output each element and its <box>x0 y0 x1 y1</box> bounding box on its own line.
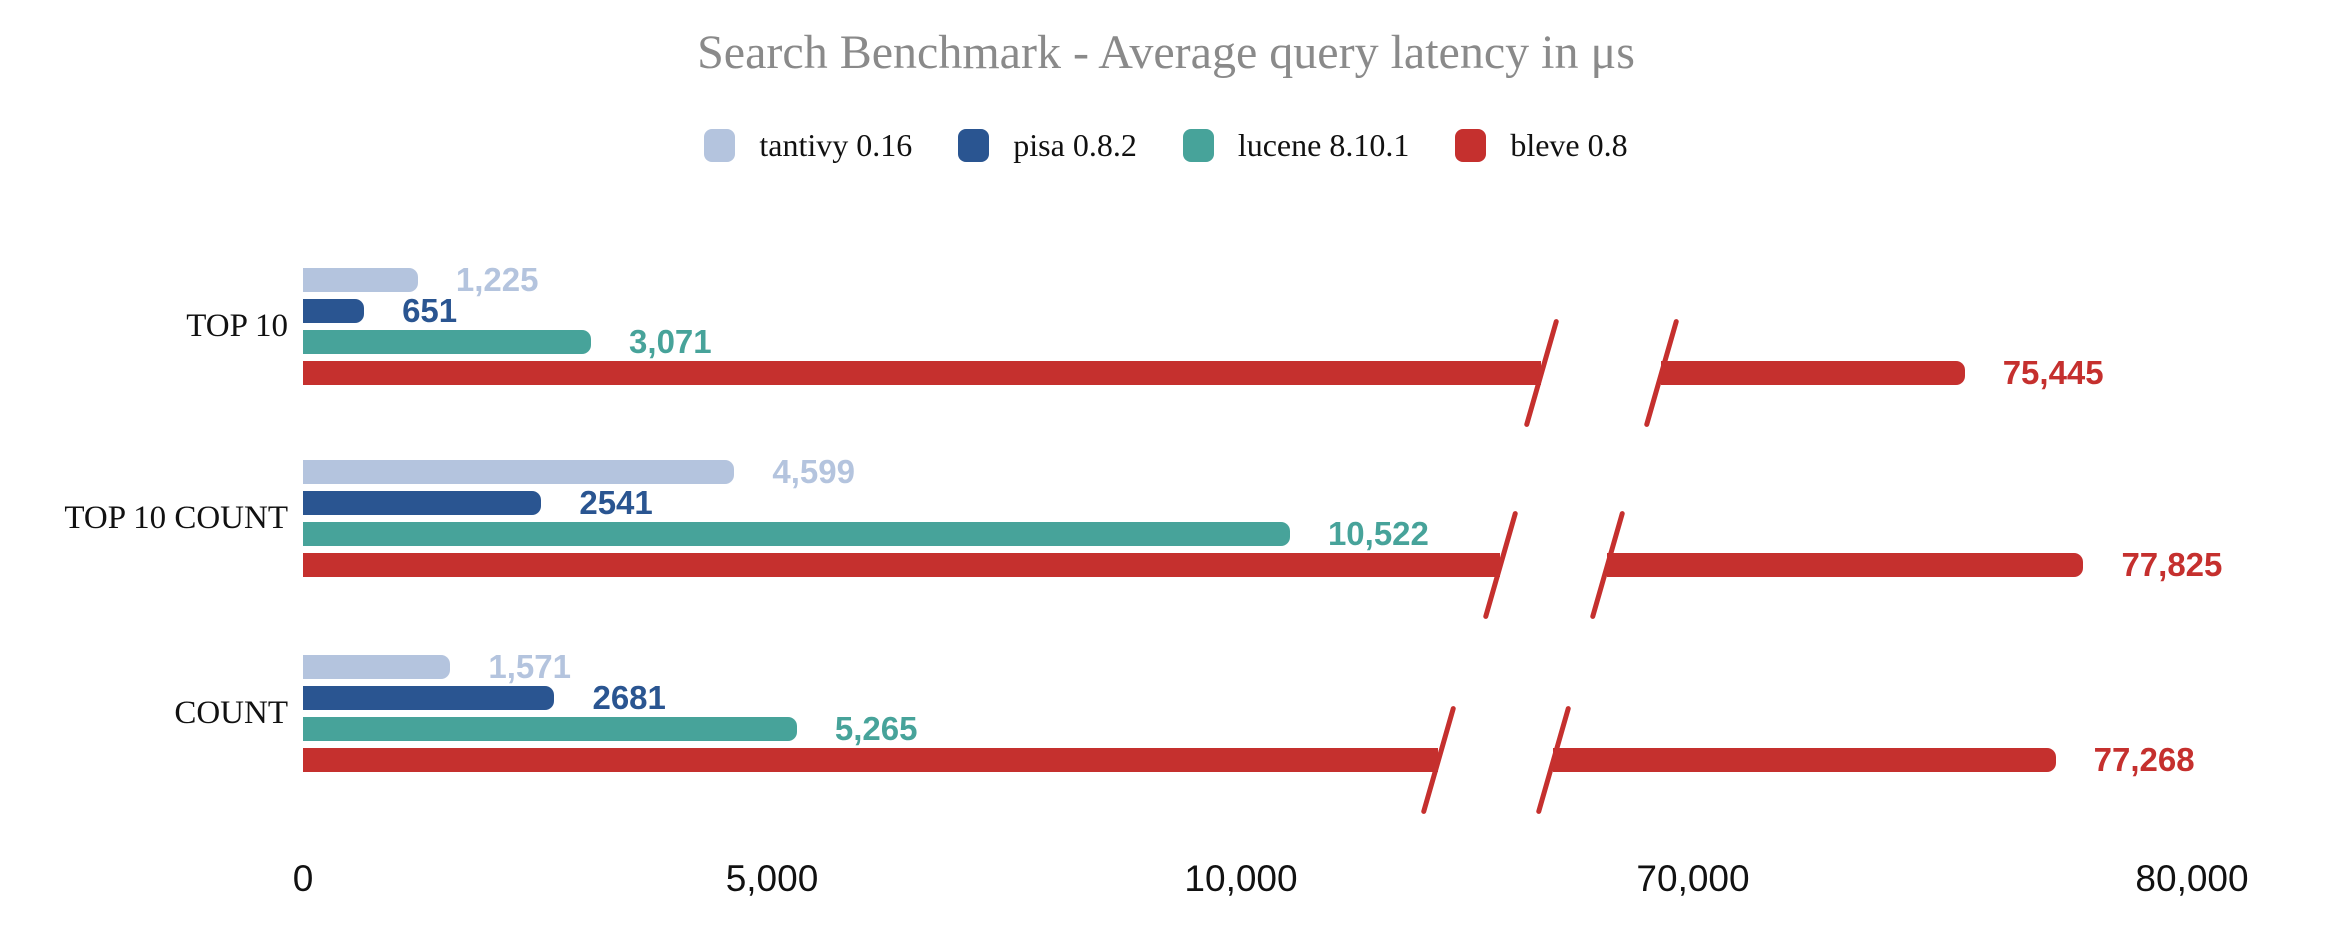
bar-bleve-0-8-count-segment-2 <box>1553 748 2056 772</box>
x-tick-80-000: 80,000 <box>2135 858 2249 899</box>
value-label-bleve-0-8-top-10-count: 77,825 <box>2121 546 2223 583</box>
bar-tantivy-0-16-top-10-count <box>303 460 735 484</box>
value-label-pisa-0-8-2-top-10: 651 <box>402 292 458 329</box>
legend-label-pisa-0-8-2: pisa 0.8.2 <box>1013 126 1137 163</box>
bar-lucene-8-10-1-count <box>303 717 797 741</box>
bar-tantivy-0-16-count <box>303 655 451 679</box>
bar-bleve-0-8-top-10-segment-2 <box>1661 361 1965 385</box>
value-label-tantivy-0-16-top-10-count: 4,599 <box>772 453 855 490</box>
bar-lucene-8-10-1-top-10-count <box>303 522 1290 546</box>
legend-swatch-lucene-8-10-1-icon <box>1182 128 1214 162</box>
chart-title: Search Benchmark - Average query latency… <box>697 26 1635 79</box>
value-label-pisa-0-8-2-top-10-count: 2541 <box>579 484 653 521</box>
category-label-count: COUNT <box>174 694 288 731</box>
value-label-tantivy-0-16-top-10: 1,225 <box>455 261 539 298</box>
bar-pisa-0-8-2-count <box>303 686 555 710</box>
bar-bleve-0-8-top-10-segment-1 <box>303 361 1541 385</box>
legend-label-tantivy-0-16: tantivy 0.16 <box>759 126 913 163</box>
x-tick-70-000: 70,000 <box>1636 858 1750 899</box>
legend-swatch-pisa-0-8-2-icon <box>958 128 990 162</box>
value-label-bleve-0-8-top-10: 75,445 <box>2002 354 2104 391</box>
bar-bleve-0-8-count-segment-1 <box>303 748 1438 772</box>
bar-pisa-0-8-2-top-10-count <box>303 491 542 515</box>
legend-label-lucene-8-10-1: lucene 8.10.1 <box>1237 126 1410 163</box>
legend-item-bleve-0-8: bleve 0.8 <box>1455 126 1628 164</box>
x-tick-5-000: 5,000 <box>725 858 819 899</box>
bar-tantivy-0-16-top-10 <box>303 268 418 292</box>
legend-swatch-tantivy-0-16-icon <box>704 128 736 162</box>
bar-lucene-8-10-1-top-10 <box>303 330 592 354</box>
bar-pisa-0-8-2-top-10 <box>303 299 365 323</box>
value-label-bleve-0-8-count: 77,268 <box>2093 741 2195 778</box>
legend-label-bleve-0-8: bleve 0.8 <box>1510 126 1628 163</box>
legend-item-pisa-0-8-2: pisa 0.8.2 <box>958 127 1137 164</box>
legend-swatch-bleve-0-8-icon <box>1455 128 1487 162</box>
legend: tantivy 0.16 pisa 0.8.2 lucene 8.10.1 bleve… <box>0 124 2332 166</box>
value-label-pisa-0-8-2-count: 2681 <box>592 679 666 716</box>
value-label-tantivy-0-16-count: 1,571 <box>488 648 571 685</box>
x-tick-0: 0 <box>292 858 314 899</box>
legend-item-lucene-8-10-1: lucene 8.10.1 <box>1182 126 1410 164</box>
legend-item-tantivy-0-16: tantivy 0.16 <box>704 127 912 164</box>
bar-bleve-0-8-top-10-count-segment-1 <box>303 553 1500 577</box>
value-label-lucene-8-10-1-top-10: 3,071 <box>629 323 712 360</box>
category-label-top-10-count: TOP 10 COUNT <box>64 499 288 536</box>
value-label-lucene-8-10-1-count: 5,265 <box>834 710 918 747</box>
bar-bleve-0-8-top-10-count-segment-2 <box>1607 553 2084 577</box>
value-label-lucene-8-10-1-top-10-count: 10,522 <box>1327 515 1429 552</box>
x-tick-10-000: 10,000 <box>1184 858 1298 899</box>
category-label-top-10: TOP 10 <box>186 307 288 344</box>
